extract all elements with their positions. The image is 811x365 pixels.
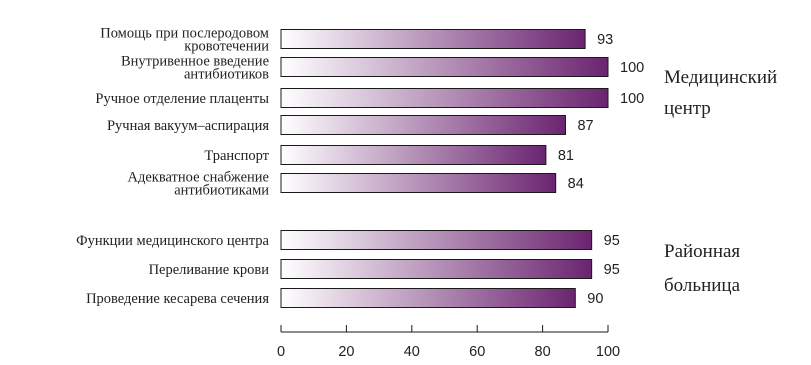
category-label: Проведение кесарева сечения [86,291,269,307]
value-label: 90 [587,291,603,307]
value-label: 100 [620,91,644,107]
category-label: Транспорт [204,148,269,164]
value-label: 100 [620,60,644,76]
category-label: Помощь при послеродовом [100,26,269,42]
x-tick-label: 40 [404,344,420,360]
bar [280,57,609,77]
bar [280,145,547,165]
value-label: 87 [577,118,593,134]
bar [280,29,586,49]
category-label: Ручная вакуум–аспирация [107,118,269,134]
category-label: Переливание крови [149,262,270,278]
group-label: больница [664,275,741,296]
group-label: центр [664,98,711,119]
bar [280,173,557,193]
x-tick-label: 100 [596,344,620,360]
x-tick-label: 0 [277,344,285,360]
category-label: Адекватное снабжение [128,170,270,186]
value-label: 81 [558,148,574,164]
value-label: 93 [597,32,613,48]
bar [280,259,593,279]
category-label: антибиотиков [184,67,269,83]
category-label: Внутривенное введение [121,54,269,70]
group-label: Районная [664,241,740,262]
x-tick-label: 20 [338,344,354,360]
x-tick-label: 60 [469,344,485,360]
bar [280,288,576,308]
bar [280,115,566,135]
x-tick-label: 80 [535,344,551,360]
value-label: 95 [604,262,620,278]
category-label: кровотечении [184,39,269,55]
bar [280,230,593,250]
group-label: Медицинский [664,67,777,88]
category-label: антибиотиками [174,183,269,199]
category-label: Функции медицинского центра [76,233,269,249]
value-label: 95 [604,233,620,249]
value-label: 84 [568,176,584,192]
category-label: Ручное отделение плаценты [95,91,269,107]
bar [280,88,609,108]
